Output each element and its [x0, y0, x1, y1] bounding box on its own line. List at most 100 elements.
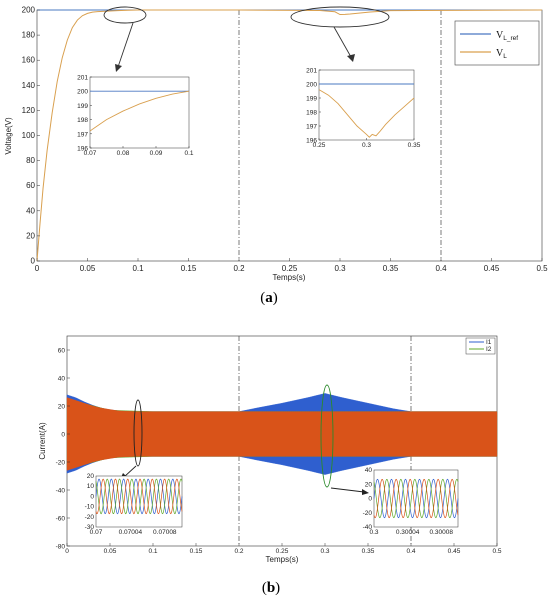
y-tick-label: 198 — [77, 117, 88, 124]
chart-b-legend-label-i2: I2 — [486, 346, 492, 353]
inset-frame — [89, 76, 190, 149]
y-tick-label: -40 — [363, 524, 373, 531]
y-tick-label: 180 — [22, 31, 36, 40]
series-band-i3 — [66, 397, 498, 471]
chart-a-zoom-ellipse-2 — [290, 6, 390, 28]
chart-b-inset-2: -40 -20 0 20 40 0.3 0.30004 0.30008 — [363, 467, 459, 536]
y-tick-label: 201 — [306, 68, 317, 75]
x-tick-label: 0.3 — [362, 142, 371, 149]
inset-phase-line-2 — [95, 478, 183, 515]
chart-a-vertical-markers — [238, 10, 442, 261]
inset-series-line-2 — [318, 89, 415, 138]
chart-a-caption: (a) — [260, 290, 278, 306]
x-tick-label: 0.1 — [148, 548, 157, 555]
x-tick-label: 0.3 — [369, 529, 378, 536]
inset-series-line-2 — [89, 90, 190, 132]
x-tick-label: 0.25 — [313, 142, 326, 149]
x-tick-label: 0.45 — [484, 264, 500, 273]
y-tick-label: 80 — [26, 156, 35, 165]
x-tick-label: 0.25 — [276, 548, 289, 555]
x-tick-label: 0.25 — [282, 264, 298, 273]
y-tick-label: 140 — [22, 81, 36, 90]
y-tick-label: 198 — [306, 110, 317, 117]
y-tick-label: -10 — [85, 504, 95, 511]
y-tick-label: 20 — [87, 473, 95, 480]
y-tick-label: 201 — [77, 75, 88, 82]
y-tick-label: -40 — [56, 488, 66, 495]
chart-b-zoom-arrowhead-2 — [362, 489, 369, 495]
x-tick-label: 0.4 — [435, 264, 447, 273]
chart-b-zoom-arrow-2 — [330, 487, 365, 493]
series-line-vl — [36, 9, 543, 262]
y-tick-label: 197 — [77, 131, 88, 138]
x-tick-label: 0.2 — [234, 548, 243, 555]
y-tick-label: 60 — [58, 348, 66, 355]
y-tick-label: 20 — [26, 231, 35, 240]
chart-b-zoom-ellipse-1 — [133, 399, 143, 467]
chart-a-y-ticks: 0 20 40 60 80 100 120 140 160 180 200 — [22, 6, 40, 266]
x-tick-label: 0.4 — [406, 548, 415, 555]
y-tick-label: 10 — [87, 483, 95, 490]
chart-a-y-label: Voltage(V) — [4, 117, 13, 155]
x-tick-label: 0.07 — [90, 529, 103, 536]
x-tick-label: 0.1 — [132, 264, 144, 273]
chart-a-series — [36, 9, 543, 262]
x-tick-label: 0.30008 — [429, 529, 453, 536]
x-tick-label: 0.45 — [448, 548, 461, 555]
x-tick-label: 0 — [35, 264, 40, 273]
x-tick-label: 0.07004 — [119, 529, 143, 536]
chart-a-x-label: Temps(s) — [273, 273, 306, 282]
x-tick-label: 0.07008 — [153, 529, 177, 536]
x-tick-label: 0.1 — [184, 150, 193, 157]
chart-a-x-ticks: 0 0.05 0.1 0.15 0.2 0.25 0.3 0.35 0.4 0.45 0.5 — [35, 258, 548, 273]
chart-a-legend-label-vl: VL — [496, 48, 507, 60]
x-tick-label: 0.05 — [104, 548, 117, 555]
x-tick-label: 0.2 — [233, 264, 245, 273]
y-tick-label: 120 — [22, 106, 36, 115]
x-tick-label: 0.07 — [84, 150, 97, 157]
y-tick-label: 200 — [306, 82, 317, 89]
x-tick-label: 0.30004 — [396, 529, 420, 536]
chart-b-x-label: Temps(s) — [266, 555, 299, 564]
chart-b-legend: I1 I2 — [465, 337, 496, 355]
chart-a-legend: VL_ref VL — [454, 20, 540, 66]
y-tick-label: 100 — [22, 131, 36, 140]
chart-b-y-ticks: -80 -60 -40 -20 0 20 40 60 — [56, 348, 70, 551]
chart-a: 0 0.05 0.1 0.15 0.2 0.25 0.3 0.35 0.4 0.45 0.5 0 20… — [4, 6, 548, 307]
y-tick-label: 60 — [26, 181, 35, 190]
y-tick-label: 0 — [61, 432, 65, 439]
x-tick-label: 0.35 — [383, 264, 399, 273]
y-tick-label: 20 — [365, 481, 373, 488]
inset-phase-line-3 — [373, 478, 459, 519]
y-tick-label: -20 — [363, 510, 373, 517]
inset-phase-line-1 — [95, 478, 183, 515]
y-tick-label: 0 — [90, 493, 94, 500]
x-tick-label: 0.5 — [536, 264, 548, 273]
x-tick-label: 0.35 — [408, 142, 421, 149]
y-tick-label: 196 — [77, 146, 88, 153]
chart-a-inset-1: 0.07 0.08 0.09 0.1 196 197 198 199 200 201 — [77, 75, 194, 158]
y-tick-label: -30 — [85, 524, 95, 531]
y-tick-label: 0 — [31, 257, 36, 266]
chart-b-series — [66, 393, 498, 475]
inset-phase-line-2 — [373, 478, 459, 519]
y-tick-label: 197 — [306, 124, 317, 131]
y-tick-label: -20 — [56, 460, 66, 467]
chart-b-y-label: Current(A) — [38, 422, 47, 460]
y-tick-label: 199 — [306, 96, 317, 103]
x-tick-label: 0.09 — [150, 150, 163, 157]
inset-frame — [95, 475, 183, 528]
y-tick-label: 40 — [365, 467, 373, 474]
x-tick-label: 0.3 — [320, 548, 329, 555]
chart-a-legend-label-vlref: VL_ref — [496, 30, 518, 42]
chart-b-legend-label-i1: I1 — [486, 339, 492, 346]
chart-b-inset-1: -30 -20 -10 0 10 20 0.07 0.07004 0.07008 — [85, 473, 183, 536]
chart-b-zoom-ellipse-2 — [320, 384, 334, 488]
chart-a-inset-2: 0.25 0.3 0.35 196 197 198 199 200 201 — [306, 68, 421, 150]
chart-a-zoom-ellipse-1 — [103, 6, 147, 24]
x-tick-label: 0.3 — [334, 264, 346, 273]
y-tick-label: 200 — [22, 6, 36, 15]
y-tick-label: 40 — [58, 376, 66, 383]
y-tick-label: 0 — [368, 496, 372, 503]
